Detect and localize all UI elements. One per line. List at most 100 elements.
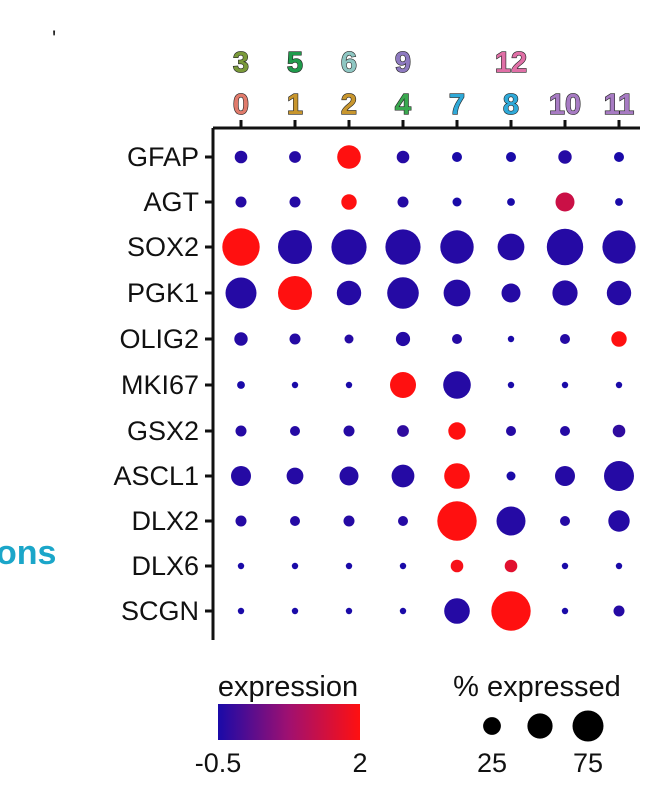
gene-label-agt: AGT xyxy=(143,187,199,217)
gene-labels: GFAP AGT SOX2 PGK1 OLIG2 MKI67 GSX2 ASCL1 DLX2 DL… xyxy=(113,142,199,626)
dot-gfap-cluster-10 xyxy=(558,150,572,164)
dot-pgk1-cluster-1 xyxy=(278,276,312,310)
dot-gfap-cluster-11 xyxy=(614,152,624,162)
dot-dlx6-cluster-0 xyxy=(237,562,245,570)
dot-olig2-cluster-0 xyxy=(234,332,248,346)
dot-sox2-cluster-10 xyxy=(546,228,584,266)
dot-pgk1-cluster-4 xyxy=(387,277,419,309)
dot-gsx2-cluster-0 xyxy=(235,425,247,437)
size-legend-dot-25 xyxy=(483,717,501,735)
dot-agt-cluster-4 xyxy=(397,196,409,208)
dot-gsx2-cluster-1 xyxy=(290,426,300,436)
dot-mki67-cluster-1 xyxy=(291,381,299,389)
size-legend-dot-50 xyxy=(527,713,553,739)
dot-olig2-cluster-1 xyxy=(289,333,301,345)
cluster-top-label-3: 3 xyxy=(233,47,249,79)
dot-olig2-cluster-4 xyxy=(395,331,411,347)
side-label-text: ons xyxy=(0,534,56,572)
gene-label-gfap: GFAP xyxy=(127,142,199,172)
dot-gfap-cluster-0 xyxy=(234,150,248,164)
cluster-label-1: 1 xyxy=(287,89,303,121)
dot-agt-cluster-11 xyxy=(615,198,623,206)
dot-gsx2-cluster-4 xyxy=(397,425,409,437)
legend: expression -0.5 2 % expressed 25 75 xyxy=(195,671,621,778)
dot-ascl1-cluster-4 xyxy=(391,464,415,488)
dot-dlx6-cluster-10 xyxy=(561,562,569,570)
dot-sox2-cluster-8 xyxy=(497,233,525,261)
cluster-top-label-12: 12 xyxy=(495,47,527,79)
dot-scgn-cluster-11 xyxy=(613,605,625,617)
cluster-top-label-9: 9 xyxy=(395,47,411,79)
dot-dlx2-cluster-11 xyxy=(608,510,630,532)
gene-label-dlx6: DLX6 xyxy=(131,551,199,581)
dot-scgn-cluster-8 xyxy=(491,591,531,631)
dot-pgk1-cluster-0 xyxy=(225,277,257,309)
dot-gfap-cluster-7 xyxy=(452,152,462,162)
size-legend-label-75: 75 xyxy=(573,748,603,778)
gene-label-mki67: MKI67 xyxy=(121,370,199,400)
dot-gsx2-cluster-2 xyxy=(343,425,355,437)
dot-ascl1-cluster-8 xyxy=(506,471,516,481)
dot-dlx6-cluster-1 xyxy=(291,562,299,570)
dot-mki67-cluster-8 xyxy=(507,381,515,389)
size-legend-dot-75 xyxy=(572,710,604,742)
dot-pgk1-cluster-8 xyxy=(501,283,521,303)
cluster-label-7: 7 xyxy=(449,89,465,121)
dot-gfap-cluster-4 xyxy=(396,150,410,164)
dot-dlx6-cluster-2 xyxy=(345,562,353,570)
color-legend-max-label: 2 xyxy=(352,748,367,778)
cluster-label-8: 8 xyxy=(503,89,519,121)
corner-mark: ' xyxy=(52,26,56,51)
dot-scgn-cluster-2 xyxy=(345,607,353,615)
dot-gfap-cluster-2 xyxy=(337,145,361,169)
gene-label-pgk1: PGK1 xyxy=(127,278,199,308)
cluster-top-label-6: 6 xyxy=(341,47,357,79)
dot-sox2-cluster-4 xyxy=(385,229,421,265)
cluster-label-11: 11 xyxy=(604,89,635,121)
cluster-label-2: 2 xyxy=(341,89,357,121)
dot-agt-cluster-0 xyxy=(235,196,247,208)
dot-gsx2-cluster-7 xyxy=(448,422,466,440)
dot-olig2-cluster-10 xyxy=(560,334,570,344)
dot-layer xyxy=(222,145,636,631)
dot-agt-cluster-8 xyxy=(507,198,515,206)
dot-olig2-cluster-11 xyxy=(611,331,627,347)
dot-dlx2-cluster-4 xyxy=(398,516,408,526)
dot-ascl1-cluster-7 xyxy=(444,463,470,489)
dot-mki67-cluster-10 xyxy=(561,381,569,389)
dot-pgk1-cluster-2 xyxy=(336,280,362,306)
dot-dlx2-cluster-2 xyxy=(343,515,355,527)
dot-pgk1-cluster-10 xyxy=(552,280,578,306)
plot-axes xyxy=(205,120,640,640)
color-bar xyxy=(218,704,360,740)
dot-agt-cluster-2 xyxy=(341,194,357,210)
dot-dlx6-cluster-11 xyxy=(615,562,623,570)
size-legend-label-25: 25 xyxy=(477,748,507,778)
dot-scgn-cluster-10 xyxy=(561,607,569,615)
color-legend-min-label: -0.5 xyxy=(195,748,242,778)
dot-ascl1-cluster-10 xyxy=(555,466,575,486)
dot-mki67-cluster-7 xyxy=(443,371,471,399)
dot-mki67-cluster-2 xyxy=(345,381,353,389)
color-legend-title: expression xyxy=(218,671,358,703)
cluster-labels: 0 1 2 4 7 8 10 113 5 6 9 12 xyxy=(232,46,635,121)
dot-agt-cluster-7 xyxy=(452,197,462,207)
gene-label-gsx2: GSX2 xyxy=(127,416,199,446)
dot-agt-cluster-1 xyxy=(289,196,301,208)
dot-dlx6-cluster-4 xyxy=(399,562,407,570)
dot-dlx6-cluster-7 xyxy=(450,559,464,573)
dot-scgn-cluster-1 xyxy=(291,607,299,615)
cluster-label-0: 0 xyxy=(233,89,249,121)
dot-dlx2-cluster-10 xyxy=(560,516,570,526)
cluster-label-10: 10 xyxy=(549,89,581,121)
dot-sox2-cluster-2 xyxy=(331,229,367,265)
dot-gfap-cluster-8 xyxy=(506,152,516,162)
gene-label-olig2: OLIG2 xyxy=(119,324,199,354)
dot-dlx2-cluster-0 xyxy=(235,515,247,527)
dot-ascl1-cluster-11 xyxy=(604,461,634,491)
cluster-label-4: 4 xyxy=(395,89,411,121)
dot-mki67-cluster-0 xyxy=(237,381,245,389)
dot-ascl1-cluster-1 xyxy=(286,467,304,485)
dot-olig2-cluster-2 xyxy=(344,334,354,344)
